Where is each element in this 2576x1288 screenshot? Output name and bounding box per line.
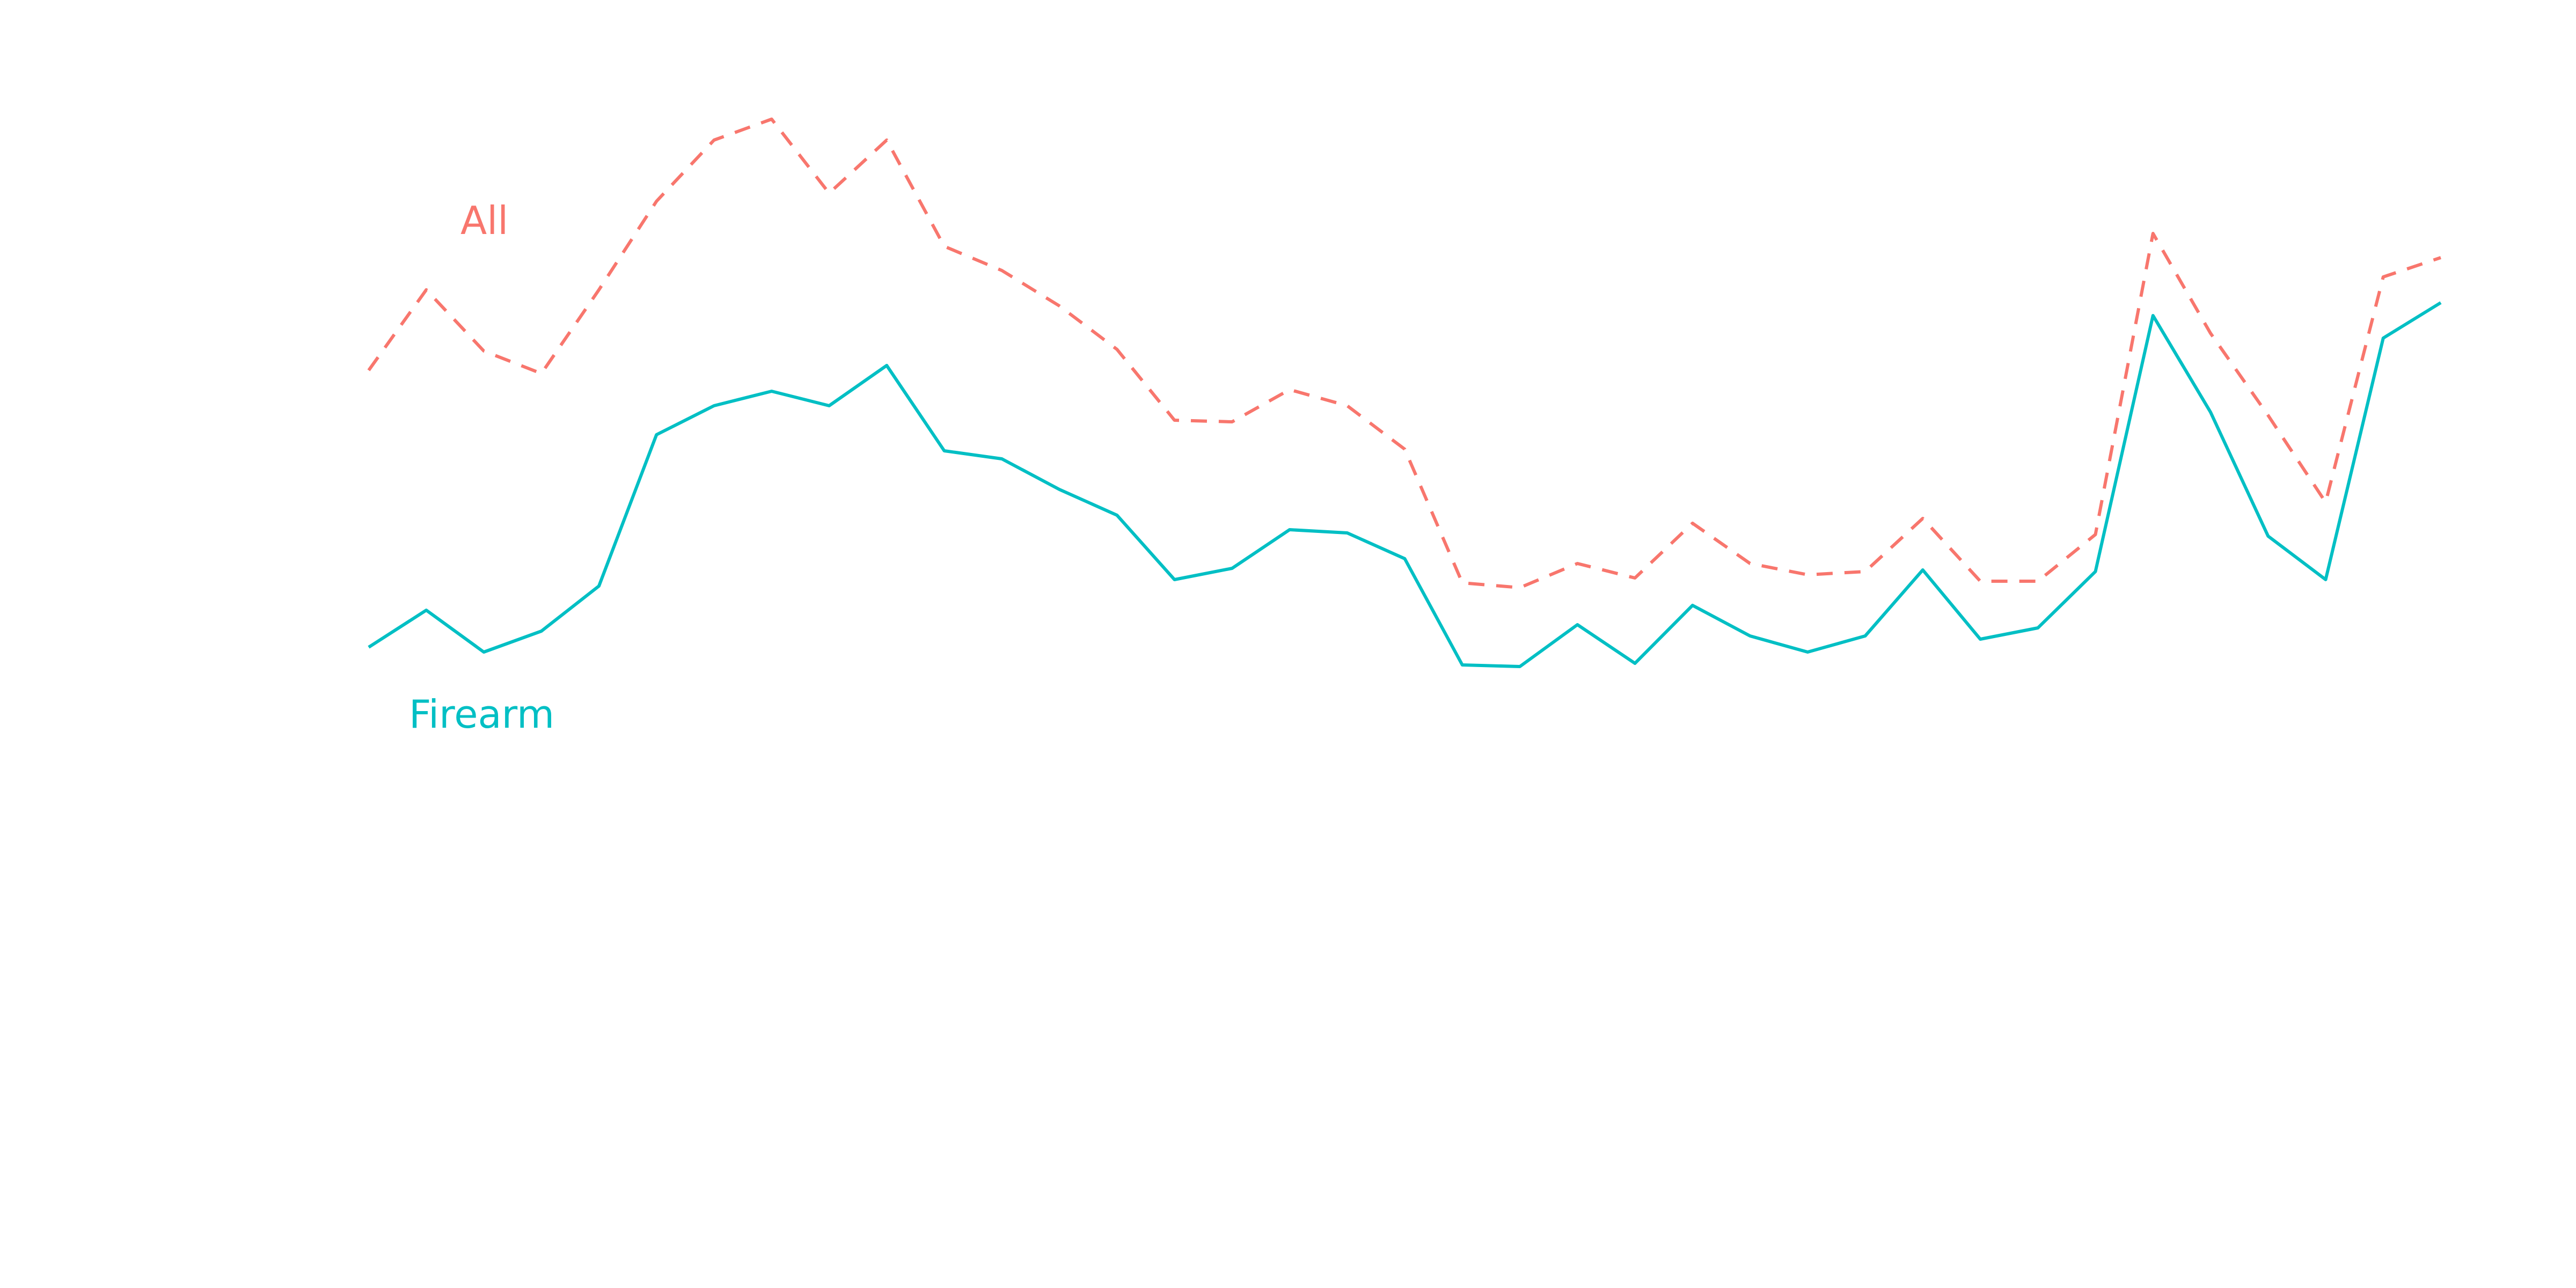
series-line-firearm (368, 301, 2442, 668)
series-label-all: All (460, 198, 508, 243)
series-line-all (367, 118, 2441, 589)
series-labels: All Firearm (409, 198, 554, 737)
series-lines (367, 118, 2442, 668)
series-label-firearm: Firearm (409, 692, 554, 737)
